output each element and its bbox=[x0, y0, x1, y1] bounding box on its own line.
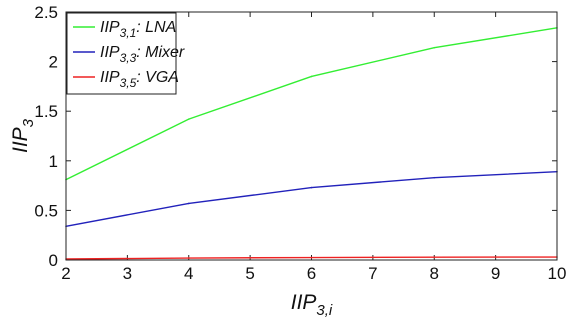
y-tick-label: 0 bbox=[49, 251, 58, 270]
x-tick-label: 4 bbox=[184, 264, 193, 283]
x-tick-label: 5 bbox=[245, 264, 254, 283]
x-tick-label: 8 bbox=[430, 264, 439, 283]
series-2-point bbox=[433, 176, 436, 179]
x-tick-label: 7 bbox=[368, 264, 377, 283]
plot-frame bbox=[65, 11, 558, 261]
x-axis-label: IIP3,i bbox=[291, 291, 333, 319]
y-axis-label: IIP3 bbox=[9, 118, 37, 153]
legend: IIP3,1: LNA IIP3,3: Mixer IIP3,5: VGA bbox=[66, 12, 185, 95]
x-tick-label: 6 bbox=[307, 264, 316, 283]
legend-label-2: IIP3,3: Mixer bbox=[100, 44, 185, 65]
series-line-2 bbox=[65, 171, 558, 227]
y-tick-label: 2 bbox=[49, 53, 58, 72]
y-tick-label: 1 bbox=[49, 152, 58, 171]
series-2-point bbox=[187, 202, 190, 205]
series-1-point bbox=[310, 75, 313, 78]
y-tick-label: 0.5 bbox=[34, 201, 58, 220]
legend-label-1: IIP3,1: LNA bbox=[100, 19, 176, 40]
legend-label-3: IIP3,5: VGA bbox=[100, 69, 179, 90]
series-3-point bbox=[187, 257, 190, 259]
y-tick-label: 1.5 bbox=[34, 102, 58, 121]
x-tick-label: 9 bbox=[491, 264, 500, 283]
x-tick-label: 2 bbox=[61, 264, 70, 283]
series-2-point bbox=[310, 186, 313, 189]
series-3-point bbox=[433, 256, 436, 259]
x-tick-label: 10 bbox=[548, 264, 567, 283]
series-1-point bbox=[187, 118, 190, 120]
series-layer bbox=[65, 27, 558, 260]
series-3-point bbox=[310, 256, 313, 259]
series-1-point bbox=[433, 46, 436, 49]
y-tick-label: 2.5 bbox=[34, 3, 58, 22]
x-tick-label: 3 bbox=[123, 264, 132, 283]
